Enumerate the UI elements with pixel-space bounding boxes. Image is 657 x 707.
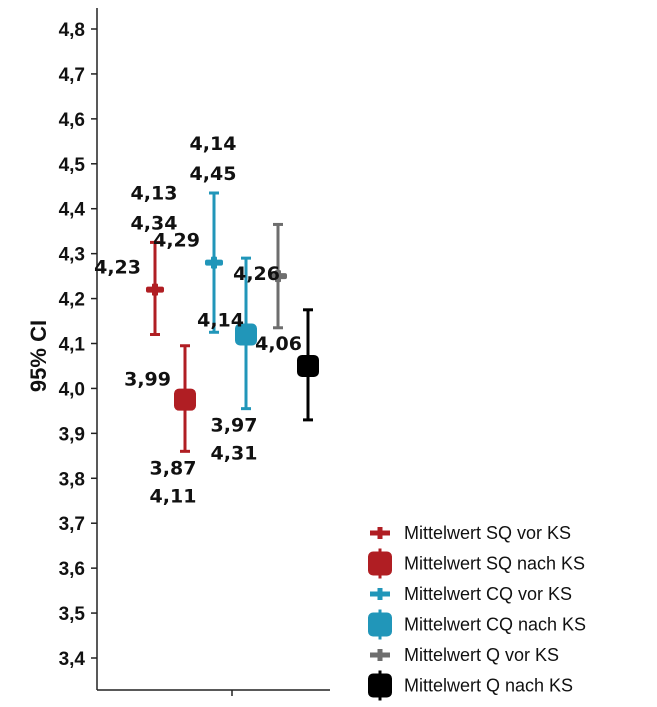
y-tick-label: 3,7: [59, 514, 85, 535]
data-label: 4,29: [153, 230, 200, 252]
series-6: [297, 308, 319, 422]
data-labels: 4,13 4,34 4,23 3,99 3,87 4,11 4,14 4,45 4,29 4,14…: [94, 133, 302, 507]
series-1: [146, 240, 164, 337]
data-label: 3,99: [124, 369, 171, 391]
y-tick-label: 4,7: [59, 65, 85, 86]
data-label: 4,26: [233, 263, 280, 285]
legend-swatch: [368, 551, 392, 576]
y-tick-label: 4,0: [59, 379, 85, 400]
data-label: 4,45: [190, 163, 237, 185]
y-tick-label: 4,3: [59, 245, 85, 266]
series-2: [174, 344, 196, 453]
y-axis-ticks: 3,4 3,5 3,6 3,7 3,8 3,9 4,0 4,1 4,2 4,3 4,4 4,5 4,6 4…: [59, 20, 97, 670]
mean-marker: [297, 354, 319, 377]
data-label: 4,11: [150, 485, 197, 507]
data-label: 4,14: [190, 133, 237, 155]
data-label: 4,14: [197, 310, 244, 332]
y-tick-label: 4,2: [59, 290, 85, 311]
legend-label: Mittelwert SQ vor KS: [404, 523, 571, 543]
legend-item: Mittelwert Q vor KS: [370, 645, 559, 665]
axes: [96, 8, 330, 696]
plot-marks: [146, 191, 319, 453]
data-label: 4,06: [255, 333, 302, 355]
legend-label: Mittelwert CQ nach KS: [404, 615, 586, 635]
legend-label: Mittelwert CQ vor KS: [404, 584, 572, 604]
y-tick-label: 4,5: [59, 155, 86, 176]
mean-marker: [235, 323, 257, 346]
legend-item: Mittelwert Q nach KS: [368, 670, 573, 701]
legend-item: Mittelwert CQ vor KS: [370, 584, 572, 604]
y-tick-label: 3,6: [59, 559, 85, 580]
data-label: 4,23: [94, 257, 141, 279]
y-tick-label: 4,4: [59, 200, 86, 221]
legend: Mittelwert SQ vor KS Mittelwert SQ nach K…: [368, 523, 586, 701]
legend-item: Mittelwert SQ nach KS: [368, 548, 585, 579]
data-label: 3,87: [150, 457, 197, 479]
y-tick-label: 3,8: [59, 469, 85, 490]
y-tick-label: 4,6: [59, 110, 85, 131]
legend-swatch: [368, 612, 392, 637]
data-label: 4,31: [211, 443, 258, 465]
legend-swatch: [368, 673, 392, 698]
series-5: [269, 222, 287, 330]
data-label: 4,34: [131, 212, 178, 234]
mean-marker: [174, 388, 196, 411]
y-tick-label: 4,8: [59, 20, 85, 41]
y-axis-label: 95% CI: [26, 320, 51, 392]
series-3: [205, 191, 223, 334]
legend-item: Mittelwert SQ vor KS: [370, 523, 571, 543]
y-tick-label: 4,1: [59, 335, 86, 356]
legend-item: Mittelwert CQ nach KS: [368, 609, 586, 640]
legend-label: Mittelwert Q nach KS: [404, 676, 573, 696]
y-tick-label: 3,9: [59, 424, 85, 445]
legend-label: Mittelwert Q vor KS: [404, 645, 559, 665]
y-tick-label: 3,5: [59, 604, 86, 625]
legend-label: Mittelwert SQ nach KS: [404, 554, 585, 574]
data-label: 3,97: [211, 415, 258, 437]
data-label: 4,13: [131, 182, 178, 204]
y-tick-label: 3,4: [59, 649, 86, 670]
series-4: [235, 256, 257, 411]
